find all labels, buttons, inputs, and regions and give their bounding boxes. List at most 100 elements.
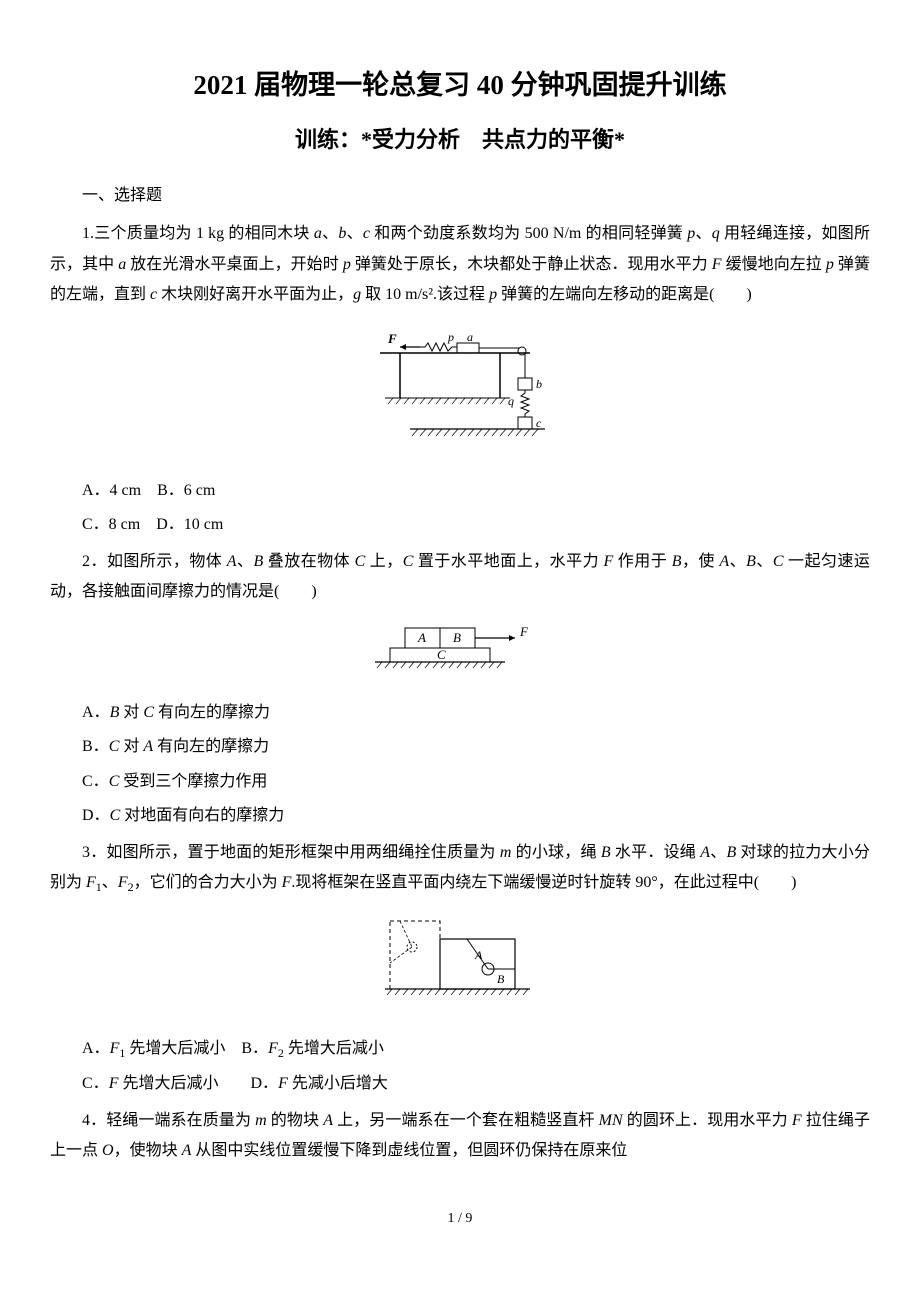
svg-text:F: F (387, 331, 397, 346)
question-4: 4．轻绳一端系在质量为 m 的物块 A 上，另一端系在一个套在粗糙竖直杆 MN … (50, 1106, 870, 1167)
q2d2: 对地面有向右的摩擦力 (120, 807, 284, 824)
q2-opt-a: A．B 对 C 有向左的摩擦力 (50, 698, 870, 728)
q3-options-ab: A．F1 先增大后减小 B．F2 先增大后减小 (50, 1034, 870, 1065)
var-B4: B (601, 844, 611, 861)
q1-opt-c: C．8 cm (82, 516, 140, 533)
var-p2: p (343, 256, 351, 273)
q3-t8: .现将框架在竖直平面内绕左下端缓慢逆时针旋转 90°，在此过程中( ) (291, 874, 796, 891)
var-F2: F (604, 553, 614, 570)
q4-t2: 的物块 (267, 1112, 323, 1129)
svg-text:C: C (437, 647, 446, 662)
q3d1: D． (251, 1075, 279, 1092)
q2c1: C． (82, 773, 109, 790)
var-g: g (353, 286, 361, 303)
figure-2: A B C F (50, 620, 870, 686)
q4-t3: 上，另一端系在一个套在粗糙竖直杆 (333, 1112, 599, 1129)
q2-t3: 叠放在物体 (263, 553, 354, 570)
q2-t7: ，使 (681, 553, 719, 570)
q3d-F: F (278, 1075, 288, 1092)
q4-t4: 的圆环上．现用水平力 (623, 1112, 792, 1129)
var-F: F (712, 256, 722, 273)
q2b-C: C (109, 738, 120, 755)
q3-t7: ，它们的合力大小为 (134, 874, 282, 891)
var-a2: a (118, 256, 126, 273)
q4-t6: ，使物块 (114, 1142, 182, 1159)
main-title: 2021 届物理一轮总复习 40 分钟巩固提升训练 (50, 60, 870, 111)
q3a1: A． (82, 1040, 110, 1057)
var-B3: B (746, 553, 756, 570)
q2a1: A． (82, 704, 110, 721)
var-C2: C (403, 553, 414, 570)
q2-opt-d: D．C 对地面有向右的摩擦力 (50, 801, 870, 831)
question-1: 1.三个质量均为 1 kg 的相同木块 a、b、c 和两个劲度系数均为 500 … (50, 219, 870, 310)
q1-t3: 、 (346, 225, 363, 242)
page-number: 1 / 9 (50, 1206, 870, 1233)
q1-options-cd: C．8 cm D．10 cm (50, 510, 870, 540)
q1-t5: 、 (695, 225, 712, 242)
q2-opt-b: B．C 对 A 有向左的摩擦力 (50, 732, 870, 762)
var-B5: B (726, 844, 736, 861)
var-C3: C (773, 553, 784, 570)
q2-t1: 2．如图所示，物体 (82, 553, 227, 570)
q2a3: 有向左的摩擦力 (154, 704, 270, 721)
q3-t3: 水平．设绳 (611, 844, 701, 861)
svg-text:b: b (536, 377, 542, 391)
var-C: C (355, 553, 366, 570)
var-p3: p (826, 256, 834, 273)
q3c2: 先增大后减小 (118, 1075, 218, 1092)
figure-1: p a F b q c (50, 323, 870, 464)
var-q: q (712, 225, 720, 242)
q3d2: 先减小后增大 (288, 1075, 388, 1092)
q1-opt-a: A．4 cm (82, 482, 141, 499)
q2b-A: A (143, 738, 153, 755)
q2d1: D． (82, 807, 110, 824)
q3b1: B． (241, 1040, 268, 1057)
q3-t4: 、 (710, 844, 726, 861)
svg-text:c: c (536, 416, 542, 430)
q3-options-cd: C．F 先增大后减小 D．F 先减小后增大 (50, 1069, 870, 1099)
q1-t12: 取 10 m/s².该过程 (361, 286, 489, 303)
q2-opt-c: C．C 受到三个摩擦力作用 (50, 767, 870, 797)
q3b2: 先增大后减小 (284, 1040, 384, 1057)
q2c2: 受到三个摩擦力作用 (119, 773, 267, 790)
q1-t7: 放在光滑水平桌面上，开始时 (126, 256, 343, 273)
svg-text:A: A (417, 630, 426, 645)
q2-t6: 作用于 (613, 553, 671, 570)
q3c1: C． (82, 1075, 109, 1092)
var-O: O (102, 1142, 114, 1159)
svg-text:p: p (447, 330, 454, 344)
svg-text:F: F (519, 624, 529, 639)
svg-text:a: a (467, 330, 473, 344)
q3-t6: 、 (102, 874, 118, 891)
q3a-F1: F (110, 1040, 120, 1057)
var-F4: F (792, 1112, 802, 1129)
section-heading: 一、选择题 (50, 181, 870, 211)
q2c-C: C (109, 773, 120, 790)
q3a2: 先增大后减小 (125, 1040, 225, 1057)
q4-t1: 4．轻绳一端系在质量为 (82, 1112, 255, 1129)
var-F1: F (86, 874, 96, 891)
q2b3: 有向左的摩擦力 (153, 738, 269, 755)
q1-text: 1.三个质量均为 1 kg 的相同木块 (82, 225, 314, 242)
q2b1: B． (82, 738, 109, 755)
q2-t2: 、 (237, 553, 254, 570)
q2b2: 对 (119, 738, 143, 755)
q2d-C: C (110, 807, 121, 824)
var-F3: F (282, 874, 292, 891)
question-2: 2．如图所示，物体 A、B 叠放在物体 C 上，C 置于水平地面上，水平力 F … (50, 547, 870, 608)
var-F2b: F (118, 874, 128, 891)
q3c-F: F (109, 1075, 119, 1092)
q3-t1: 3．如图所示，置于地面的矩形框架中用两细绳拴住质量为 (82, 844, 500, 861)
q2a2: 对 (119, 704, 143, 721)
var-a: a (314, 225, 322, 242)
q3b-F2: F (268, 1040, 278, 1057)
var-p4: p (489, 286, 497, 303)
var-m2: m (255, 1112, 267, 1129)
svg-text:B: B (453, 630, 461, 645)
q2-t5: 置于水平地面上，水平力 (413, 553, 603, 570)
q1-options-ab: A．4 cm B．6 cm (50, 476, 870, 506)
q2-t8: 、 (729, 553, 746, 570)
var-A4: A (323, 1112, 333, 1129)
figure-3: A B (50, 911, 870, 1022)
var-A2: A (719, 553, 729, 570)
